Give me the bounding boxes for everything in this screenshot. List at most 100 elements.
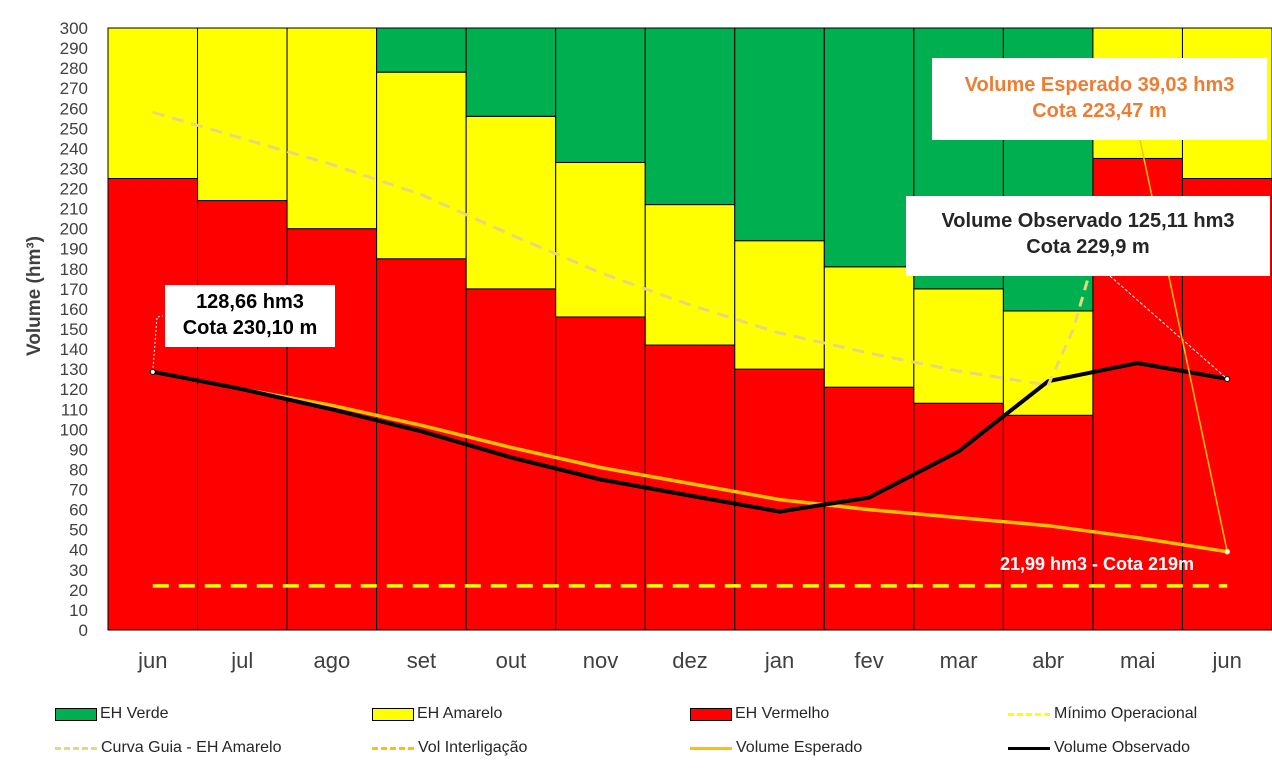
legend-volume-esperado-label: Volume Esperado (736, 739, 863, 756)
legend-eh-amarelo-label: EH Amarelo (417, 705, 503, 722)
x-tick-7: jan (764, 648, 794, 673)
bar-eh-amarelo-8 (823, 266, 915, 388)
y-axis-label: Volume (hm³) (24, 236, 45, 356)
legend-minimo-operacional-swatch (1008, 712, 1050, 716)
annotation-minimo: 21,99 hm3 - Cota 219m (968, 551, 1226, 579)
y-tick-40: 40 (69, 541, 88, 560)
y-tick-150: 150 (60, 320, 88, 339)
lines-layer (149, 110, 1231, 588)
annotation-minimo-line1: 21,99 hm3 - Cota 219m (999, 554, 1195, 574)
y-tick-230: 230 (60, 159, 88, 178)
y-tick-60: 60 (69, 501, 88, 520)
legend-eh-vermelho-swatch (690, 707, 732, 721)
y-tick-110: 110 (61, 400, 88, 419)
annotation-esperado-line2: Cota 223,47 m (1032, 100, 1167, 122)
marker-observado-end (1224, 375, 1231, 382)
y-tick-10: 10 (69, 601, 88, 620)
y-tick-250: 250 (60, 119, 88, 138)
legend-vol-interligacao: Vol Interligação (372, 739, 527, 757)
bar-eh-verde-4 (465, 27, 557, 117)
legend-minimo-operacional-label: Mínimo Operacional (1054, 705, 1198, 722)
annotation-esperado: Volume Esperado 39,03 hm3 Cota 223,47 m (932, 58, 1267, 140)
bar-eh-verde-3 (376, 27, 467, 73)
y-tick-80: 80 (69, 460, 88, 479)
y-tick-90: 90 (69, 440, 88, 459)
legend-minimo-operacional: Mínimo Operacional (1008, 705, 1197, 723)
annotation-observado-line1: Volume Observado 125,11 hm3 (941, 210, 1235, 232)
x-tick-6: dez (672, 648, 707, 673)
legend-curva-guia: Curva Guia - EH Amarelo (55, 739, 282, 757)
bar-eh-amarelo-7 (734, 240, 825, 370)
x-tick-8: fev (854, 648, 883, 673)
bar-eh-amarelo-6 (644, 204, 736, 346)
x-tick-2: ago (313, 648, 350, 673)
bar-eh-verde-7 (734, 27, 825, 242)
y-tick-20: 20 (69, 581, 88, 600)
bar-eh-vermelho-0 (107, 178, 199, 631)
bar-eh-vermelho-1 (197, 200, 288, 631)
legend-volume-observado-swatch (1008, 746, 1050, 750)
legend-vol-interligacao-label: Vol Interligação (418, 739, 528, 756)
bar-eh-amarelo-3 (376, 71, 467, 260)
x-tick-12: jun (1212, 648, 1242, 673)
x-tick-5: nov (583, 648, 618, 673)
y-tick-70: 70 (69, 481, 88, 500)
y-tick-130: 130 (60, 360, 88, 379)
y-tick-170: 170 (60, 280, 88, 299)
bar-eh-verde-8 (823, 27, 915, 268)
marker-observado-start (149, 368, 156, 375)
bar-eh-amarelo-0 (107, 27, 199, 179)
y-tick-0: 0 (79, 621, 88, 640)
annotation-start-line1: 128,66 hm3 (196, 291, 304, 313)
y-tick-210: 210 (60, 200, 88, 219)
connector-observado (1109, 275, 1228, 380)
y-tick-30: 30 (69, 561, 88, 580)
bar-eh-amarelo-9 (913, 288, 1004, 404)
y-tick-220: 220 (60, 180, 88, 199)
x-tick-9: mar (940, 648, 978, 673)
x-tick-3: set (407, 648, 436, 673)
y-tick-140: 140 (60, 340, 88, 359)
bar-eh-amarelo-5 (555, 161, 646, 318)
legend-eh-vermelho: EH Vermelho (690, 705, 829, 723)
x-tick-10: abr (1032, 648, 1064, 673)
bar-eh-verde-5 (555, 27, 646, 163)
annotation-observado: Volume Observado 125,11 hm3 Cota 229,9 m (906, 196, 1270, 276)
y-tick-100: 100 (60, 420, 88, 439)
bar-eh-amarelo-10 (1002, 310, 1094, 416)
y-tick-290: 290 (60, 39, 88, 58)
annotation-start: 128,66 hm3 Cota 230,10 m (165, 285, 335, 347)
y-tick-200: 200 (60, 220, 88, 239)
legend-vol-interligacao-swatch (372, 746, 414, 750)
y-tick-120: 120 (60, 380, 88, 399)
x-tick-4: out (496, 648, 527, 673)
legend-eh-amarelo-swatch (372, 707, 414, 721)
annotation-esperado-line1: Volume Esperado 39,03 hm3 (964, 74, 1235, 96)
y-tick-50: 50 (69, 521, 88, 540)
annotation-start-line2: Cota 230,10 m (182, 317, 318, 339)
legend-curva-guia-swatch (55, 746, 97, 750)
x-tick-11: mai (1120, 648, 1155, 673)
legend-volume-observado-label: Volume Observado (1054, 739, 1191, 756)
legend-volume-esperado-swatch (690, 746, 732, 750)
y-tick-280: 280 (60, 59, 88, 78)
legend-volume-esperado: Volume Esperado (690, 739, 862, 757)
bar-eh-amarelo-4 (465, 115, 557, 290)
legend-eh-verde-label: EH Verde (100, 705, 169, 722)
y-tick-260: 260 (60, 99, 88, 118)
y-tick-270: 270 (60, 79, 88, 98)
line-curva-guia-eh-amarelo (152, 110, 1049, 387)
legend-eh-verde: EH Verde (55, 705, 168, 723)
bar-eh-amarelo-1 (197, 27, 288, 202)
bar-eh-verde-6 (644, 27, 736, 206)
annotation-observado-line2: Cota 229,9 m (1026, 236, 1150, 258)
y-tick-190: 190 (60, 240, 88, 259)
legend-eh-vermelho-label: EH Vermelho (735, 705, 830, 722)
line-volume-observado (152, 361, 1228, 514)
y-tick-300: 300 (60, 19, 88, 38)
bar-eh-vermelho-3 (376, 258, 467, 631)
x-tick-0: jun (137, 648, 167, 673)
x-tick-1: jul (230, 648, 253, 673)
y-tick-240: 240 (60, 139, 88, 158)
